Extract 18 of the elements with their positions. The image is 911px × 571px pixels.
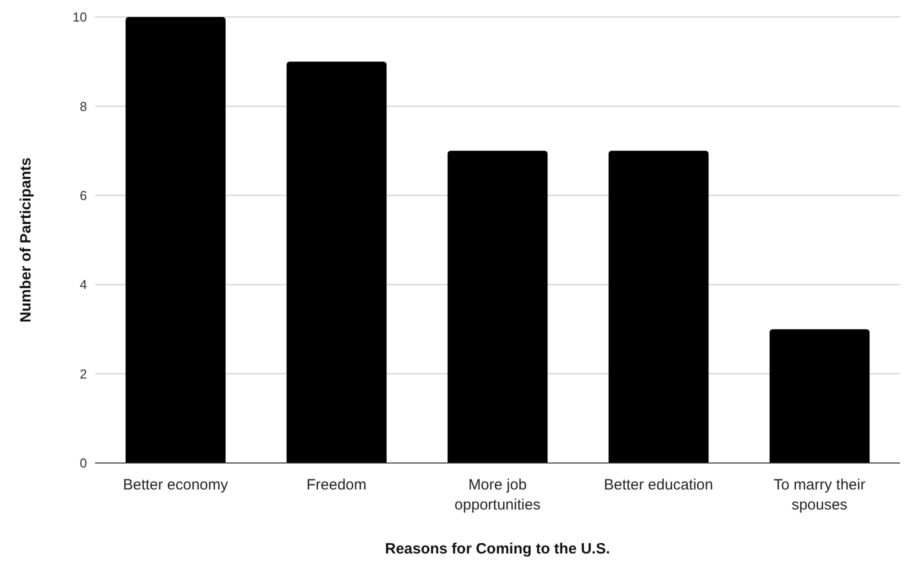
y-tick-label: 0 [80,456,87,471]
bar [448,150,548,463]
x-tick-label: Better education [604,476,714,494]
bar [770,329,870,463]
y-tick-label: 8 [80,98,87,114]
x-tick-label: More job opportunities [454,476,540,514]
y-tick-label: 10 [72,10,87,25]
bar [286,62,387,463]
x-tick-label: Freedom [306,476,367,494]
x-axis-title: Reasons for Coming to the U.S. [384,540,610,558]
x-tick-label: To marry their spouses [774,476,866,514]
bar [126,17,226,463]
y-tick-label: 2 [80,366,87,382]
x-tick-label: Better economy [122,476,229,494]
y-axis-title: Number of Participants [17,157,34,323]
y-tick-label: 4 [80,277,87,292]
bar [608,150,709,463]
y-tick-label: 6 [80,188,87,204]
